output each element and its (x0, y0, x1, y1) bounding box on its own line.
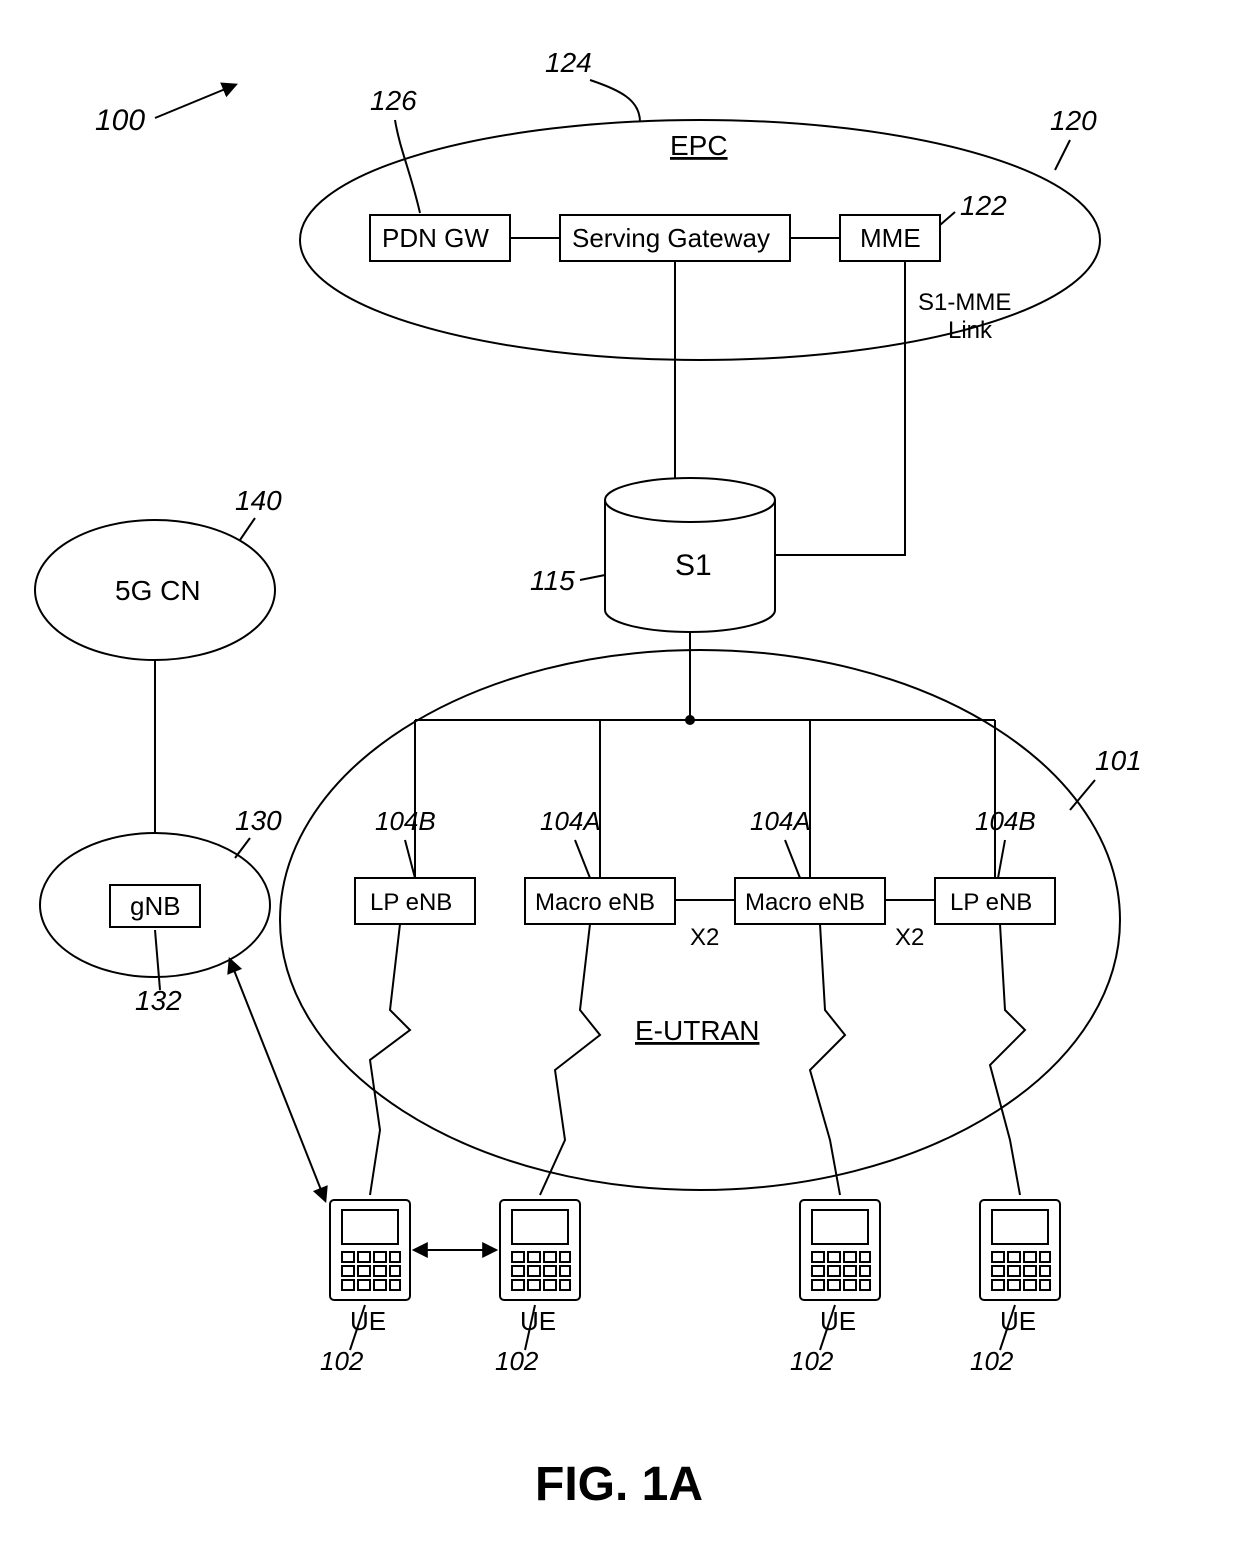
ref-126: 126 (370, 85, 417, 116)
epc-label: EPC (670, 130, 728, 161)
ref-132-leader (155, 930, 160, 990)
ref-122-leader (940, 212, 955, 225)
wireless-lp-left (370, 924, 410, 1195)
ref-104b-left-leader (405, 840, 415, 878)
serving-gw-label: Serving Gateway (572, 223, 770, 253)
ue-1-ref: 102 (320, 1346, 364, 1376)
ref-124-leader (590, 80, 640, 122)
ref-104a-left-leader (575, 840, 590, 878)
ref-104a-right: 104A (750, 806, 811, 836)
ref-104b-right: 104B (975, 806, 1036, 836)
ue-device-3 (800, 1200, 880, 1300)
s1-mme-link-label-line2: Link (948, 317, 993, 344)
ref-122: 122 (960, 190, 1007, 221)
ref-120: 120 (1050, 105, 1097, 136)
ref-130: 130 (235, 805, 282, 836)
ref-100-arrow (155, 85, 235, 118)
ref-124: 124 (545, 47, 592, 78)
x2-left-label: X2 (690, 924, 719, 951)
wireless-macro-left (540, 924, 600, 1195)
mme-to-bus-edge (775, 261, 905, 555)
ref-115: 115 (530, 565, 575, 596)
ref-140-leader (240, 518, 255, 540)
ref-140: 140 (235, 485, 282, 516)
ref-101-leader (1070, 780, 1095, 810)
wireless-macro-right (810, 924, 845, 1195)
ue-4-ref: 102 (970, 1346, 1014, 1376)
ref-104a-right-leader (785, 840, 800, 878)
wireless-lp-right (990, 924, 1025, 1195)
lp-enb-right-label: LP eNB (950, 889, 1032, 916)
macro-right-label: Macro eNB (745, 889, 865, 916)
x2-right-label: X2 (895, 924, 924, 951)
fiveg-cn-label: 5G CN (115, 575, 201, 606)
pdn-gw-label: PDN GW (382, 223, 489, 253)
ref-101: 101 (1095, 745, 1142, 776)
ue-3-ref: 102 (790, 1346, 834, 1376)
macro-left-label: Macro eNB (535, 889, 655, 916)
ref-132: 132 (135, 985, 182, 1016)
ref-100: 100 (95, 104, 145, 137)
ref-130-leader (235, 838, 250, 858)
gnb-label: gNB (130, 891, 181, 921)
ref-104b-right-leader (998, 840, 1005, 878)
ref-115-leader (580, 575, 605, 580)
ue-device-2 (500, 1200, 580, 1300)
ref-104b-left: 104B (375, 806, 436, 836)
ref-120-leader (1055, 140, 1070, 170)
ue-2-label: UE (520, 1306, 556, 1336)
ue-2-ref: 102 (495, 1346, 539, 1376)
mme-label: MME (860, 223, 921, 253)
ref-126-leader (395, 120, 420, 213)
eutran-label: E-UTRAN (635, 1015, 759, 1046)
ref-104a-left: 104A (540, 806, 601, 836)
gnb-ue1-link (230, 960, 325, 1200)
lp-enb-left-label: LP eNB (370, 889, 452, 916)
figure-title: FIG. 1A (535, 1458, 703, 1511)
ue-device-1 (330, 1200, 410, 1300)
s1-label: S1 (675, 549, 712, 582)
ue-device-4 (980, 1200, 1060, 1300)
s1-mme-link-label-line1: S1-MME (918, 289, 1011, 316)
